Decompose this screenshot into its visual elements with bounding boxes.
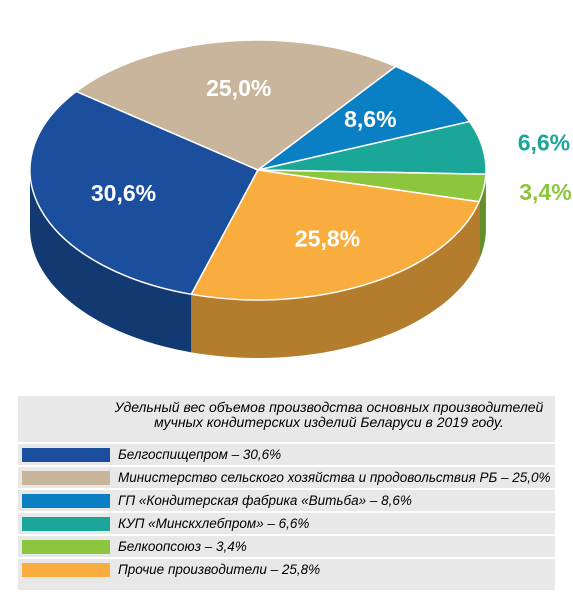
legend-item: Белгоспищепром – 30,6%	[18, 442, 555, 466]
slice-side	[479, 174, 486, 260]
slice	[74, 39, 398, 171]
legend-swatch	[22, 563, 110, 577]
chart: 30,6% 25,0% 8,6% 6,6% 3,4% 25,8%	[29, 39, 572, 358]
value-label: 25,8%	[295, 225, 360, 251]
legend-swatch	[22, 540, 110, 554]
chart-title: Удельный вес объемов производства основн…	[114, 399, 544, 430]
legend-label: Министерство сельского хозяйства и продо…	[118, 470, 551, 485]
legend-item: Белкоопсоюз – 3,4%	[18, 534, 555, 558]
value-label: 8,6%	[344, 106, 396, 132]
legend-item: Прочие производители – 25,8%	[18, 557, 555, 581]
legend: Удельный вес объемов производства основн…	[18, 396, 555, 590]
legend-label: Белгоспищепром – 30,6%	[118, 447, 282, 462]
legend-swatch	[22, 448, 110, 462]
legend-label: Белкоопсоюз – 3,4%	[118, 539, 247, 554]
value-label: 3,4%	[519, 179, 571, 205]
legend-item: ГП «Кондитерская фабрика «Витьба» – 8,6%	[18, 488, 555, 512]
slice-side	[30, 170, 192, 353]
legend-item: Министерство сельского хозяйства и продо…	[18, 465, 555, 489]
legend-swatch	[22, 494, 110, 508]
slice	[29, 90, 260, 296]
slice	[190, 169, 481, 301]
slice	[257, 65, 471, 171]
legend-item: КУП «Минскхлебпром» – 6,6%	[18, 511, 555, 535]
legend-label: КУП «Минскхлебпром» – 6,6%	[118, 516, 310, 531]
legend-swatch	[22, 471, 110, 485]
value-label: 30,6%	[91, 180, 156, 206]
legend-label: ГП «Кондитерская фабрика «Витьба» – 8,6%	[118, 493, 412, 508]
value-label: 6,6%	[518, 130, 570, 156]
legend-swatch	[22, 517, 110, 531]
value-label: 25,0%	[206, 75, 271, 101]
legend-label: Прочие производители – 25,8%	[118, 562, 321, 577]
slice-side	[191, 201, 480, 358]
